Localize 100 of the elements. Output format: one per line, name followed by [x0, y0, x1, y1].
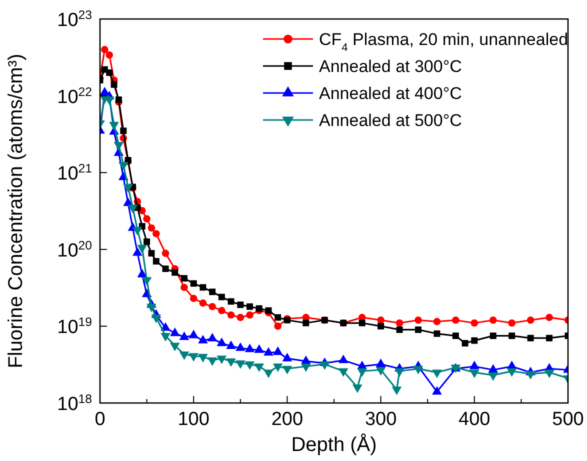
point [188, 330, 199, 338]
point [152, 258, 160, 265]
point [199, 299, 207, 307]
point [462, 340, 468, 346]
point [470, 319, 478, 327]
point [120, 128, 127, 134]
point [114, 142, 124, 151]
point [226, 340, 236, 349]
point [452, 316, 460, 324]
point [434, 330, 440, 337]
point [488, 364, 498, 373]
point [264, 347, 274, 356]
point [143, 215, 150, 222]
point [106, 51, 114, 59]
point [228, 298, 234, 305]
point [148, 250, 155, 257]
point [396, 319, 404, 327]
point [338, 354, 348, 364]
y-tick-label: 10$^{20}$ [57, 238, 92, 262]
point [137, 268, 148, 278]
point [132, 226, 142, 236]
point [160, 322, 170, 331]
point [106, 69, 113, 76]
point [160, 332, 170, 342]
point [207, 357, 218, 366]
point [207, 332, 218, 342]
y-tick-label: 10$^{19}$ [57, 315, 92, 338]
point [109, 122, 119, 130]
point [198, 354, 208, 362]
point [237, 302, 244, 308]
y-tick-label: 10$^{22}$ [57, 84, 92, 108]
legend-label: CF$_{4}$ Plasma, 20 min, unannealed [319, 30, 568, 54]
point [490, 332, 496, 340]
point [320, 361, 330, 370]
y-axis-title: Fluorine Concentration (atoms/cm³) [5, 54, 27, 368]
point [433, 318, 441, 326]
x-tick-label: 500 [552, 409, 584, 430]
point [527, 334, 534, 342]
y-tick-label: 10$^{21}$ [57, 162, 92, 185]
point [471, 337, 478, 344]
legend-label: Annealed at 300°C [319, 57, 462, 76]
point [274, 322, 282, 330]
point [272, 346, 283, 355]
point [101, 46, 108, 54]
point [244, 361, 255, 370]
x-axis-title: Depth (Å) [291, 433, 377, 456]
point [218, 294, 225, 300]
point [209, 288, 216, 296]
point [162, 266, 169, 272]
point [414, 316, 422, 324]
point [377, 316, 384, 324]
point [226, 358, 236, 367]
point [137, 244, 148, 254]
point [227, 311, 235, 319]
point [144, 238, 150, 245]
point [254, 344, 264, 353]
point [218, 306, 226, 314]
point [246, 303, 253, 310]
point [469, 360, 480, 370]
point [132, 247, 142, 256]
point [265, 307, 272, 314]
legend-label: Annealed at 500°C [319, 111, 462, 130]
point [128, 204, 138, 214]
point [110, 81, 118, 88]
point [208, 302, 216, 310]
point [526, 316, 534, 324]
point [452, 332, 459, 340]
point [508, 319, 516, 327]
point [235, 342, 246, 351]
point [115, 96, 122, 103]
point [200, 284, 206, 291]
point [236, 314, 244, 322]
x-tick-label: 400 [458, 409, 490, 430]
point [256, 305, 262, 312]
x-tick-label: 200 [271, 409, 304, 430]
point [413, 366, 424, 374]
point [148, 224, 156, 232]
point [358, 320, 366, 326]
y-tick-label: 10$^{23}$ [57, 8, 92, 31]
legend-label: Annealed at 400°C [319, 84, 462, 103]
point [546, 334, 553, 342]
point [376, 358, 386, 368]
point [181, 275, 188, 282]
point [190, 294, 198, 302]
x-tick-label: 300 [364, 409, 397, 430]
point [216, 338, 227, 346]
point [282, 366, 292, 374]
point [152, 230, 160, 238]
point [488, 372, 498, 381]
y-tick-label: 10$^{18}$ [57, 392, 92, 415]
point [244, 344, 255, 352]
point [508, 332, 516, 340]
point [235, 360, 246, 369]
point [246, 311, 254, 319]
point [526, 370, 536, 380]
x-tick-label: 0 [94, 409, 106, 430]
point [378, 322, 384, 330]
point [282, 352, 292, 362]
x-tick-label: 100 [178, 409, 210, 430]
point [546, 314, 553, 322]
